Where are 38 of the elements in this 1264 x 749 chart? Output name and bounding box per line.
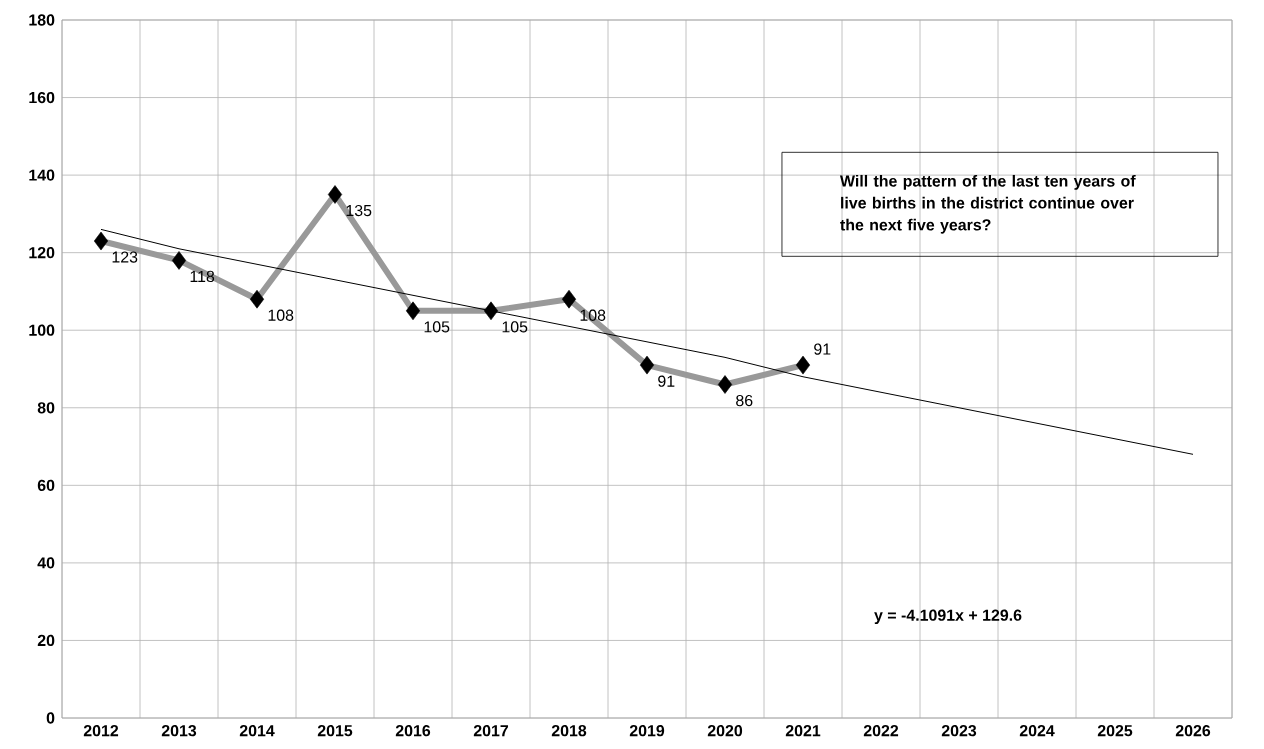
x-tick-label: 2012: [83, 725, 119, 737]
y-tick-label: 60: [37, 479, 55, 491]
y-tick-label: 100: [29, 324, 55, 336]
data-label: 105: [424, 321, 450, 333]
x-tick-label: 2013: [161, 725, 197, 737]
x-tick-label: 2014: [239, 725, 275, 737]
x-tick-label: 2021: [785, 725, 821, 737]
point: [483, 301, 499, 321]
x-tick-label: 2026: [1175, 725, 1211, 737]
annotation: Will the pattern of the last ten years of live births in the district continue over the next five years?: [839, 174, 1136, 234]
data-label: 123: [112, 251, 138, 263]
x-tick-label: 2020: [707, 725, 743, 737]
x-tick-label: 2015: [317, 725, 353, 737]
data-label: 105: [502, 321, 528, 333]
x-tick-label: 2024: [1019, 725, 1055, 737]
y-tick-label: 140: [29, 169, 55, 181]
y-tick-label: 180: [29, 14, 55, 26]
y-tick-label: 160: [29, 91, 55, 104]
data-label: 135: [346, 204, 372, 217]
x-tick-label: 2025: [1097, 725, 1133, 737]
annotation: y = -4.1091x + 129.6: [874, 609, 1022, 625]
x-tick-label: 2022: [863, 725, 899, 737]
y-tick-label: 80: [37, 402, 55, 414]
x-tick-label: 2018: [551, 725, 587, 737]
data-label: 108: [268, 309, 294, 321]
y-tick-label: 0: [46, 712, 55, 724]
x-tick-label: 2019: [629, 725, 665, 737]
y-tick-label: 120: [29, 247, 55, 259]
x-tick-label: 2016: [395, 725, 431, 737]
y-tick-label: 20: [37, 634, 55, 647]
data-label: 91: [658, 375, 675, 387]
data-label: 86: [736, 394, 753, 407]
x-tick-label: 2017: [473, 725, 509, 737]
y-tick-label: 40: [37, 557, 55, 569]
x-tick-label: 2023: [941, 725, 977, 737]
data-label: 91: [814, 343, 831, 355]
data-label: 118: [190, 270, 215, 283]
data-label: 108: [580, 309, 606, 321]
